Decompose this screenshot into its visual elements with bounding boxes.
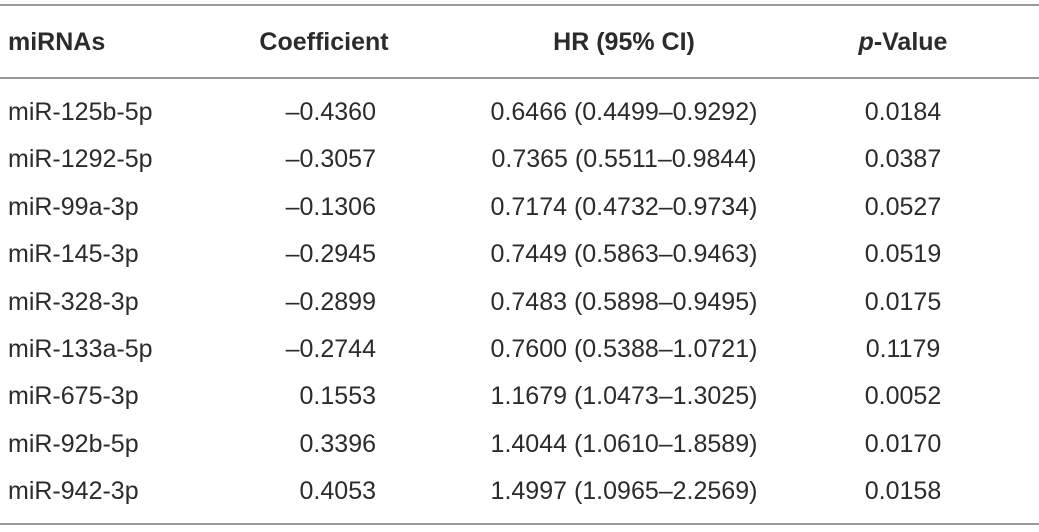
table-cell: –0.2945 (285, 240, 376, 269)
table-cell: –0.1306 (285, 192, 376, 221)
table-cell: –0.3057 (285, 145, 376, 174)
table-cell: 0.0519 (864, 240, 942, 269)
table-cell: miR-133a-5p (8, 335, 153, 363)
table-cell: 0.3396 (299, 429, 376, 458)
table-cell: miR-675-3p (8, 382, 139, 411)
table-cell: 0.7174 (0.4732–0.9734) (490, 192, 758, 221)
header-cell: p-Value (859, 27, 948, 57)
table-cell: 0.0387 (864, 145, 942, 174)
table-cell: 0.0170 (864, 429, 942, 458)
header-cell: miRNAs (8, 28, 106, 56)
table-cell: miR-99a-3p (8, 192, 139, 221)
bottom-rule (0, 523, 1039, 525)
header-cell: Coefficient (259, 28, 389, 56)
table-cell: miR-125b-5p (8, 98, 153, 126)
table-cell: miR-942-3p (8, 477, 139, 506)
table-cell: 0.7449 (0.5863–0.9463) (490, 240, 758, 269)
table-cell: 0.7600 (0.5388–1.0721) (490, 335, 758, 363)
table-cell: 0.0052 (864, 382, 942, 411)
table-cell: 1.1679 (1.0473–1.3025) (490, 382, 758, 411)
top-rule (0, 4, 1039, 6)
table-cell: –0.2744 (285, 335, 376, 363)
table-cell: miR-328-3p (8, 287, 139, 316)
header-cell: HR (95% CI) (553, 28, 695, 56)
table-cell: 0.4053 (299, 477, 376, 506)
header-rule (0, 77, 1039, 79)
table-cell: 0.0175 (864, 287, 942, 316)
table-cell: –0.4360 (285, 98, 376, 126)
table-cell: 1.4997 (1.0965–2.2569) (490, 477, 758, 506)
header-italic: p (858, 28, 874, 56)
table-cell: 0.1179 (865, 335, 941, 363)
table-cell: 0.6466 (0.4499–0.9292) (490, 98, 758, 126)
table-cell: 0.7365 (0.5511–0.9844) (491, 145, 757, 174)
table-cell: 0.0158 (864, 477, 942, 506)
table-cell: –0.2899 (285, 287, 376, 316)
table-cell: 0.7483 (0.5898–0.9495) (490, 287, 758, 316)
table-cell: miR-145-3p (8, 240, 139, 269)
table-cell: miR-92b-5p (8, 429, 139, 458)
table-cell: 0.0527 (864, 192, 942, 221)
table-cell: 0.1553 (299, 382, 376, 411)
table-cell: 1.4044 (1.0610–1.8589) (490, 429, 758, 458)
table-cell: 0.0184 (864, 98, 942, 126)
table-cell: miR-1292-5p (8, 145, 153, 174)
header-text: -Value (873, 28, 948, 56)
